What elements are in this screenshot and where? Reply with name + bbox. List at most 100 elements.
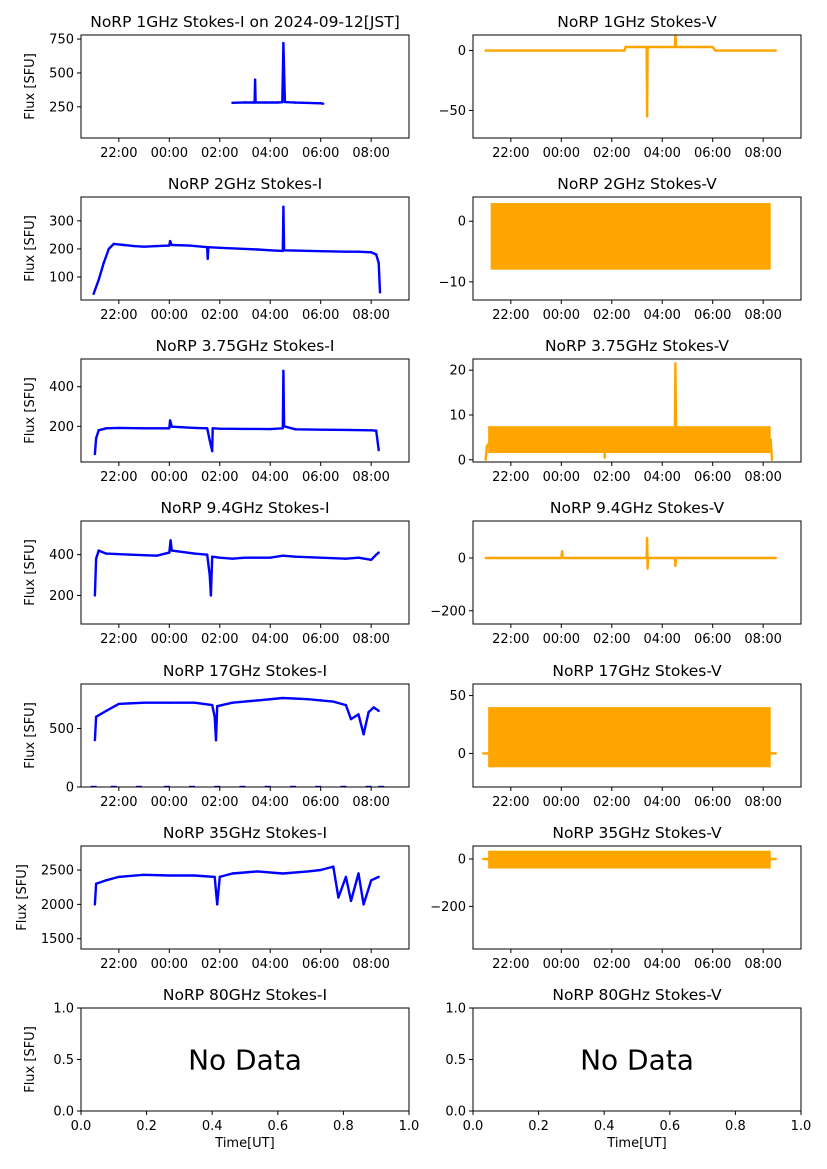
- data-point: [256, 248, 259, 251]
- x-tick-label: 0.6: [267, 1119, 288, 1134]
- data-point: [306, 698, 310, 701]
- x-tick-label: 00:00: [151, 957, 188, 972]
- x-tick-label: 06:00: [302, 795, 339, 810]
- data-point: [256, 699, 259, 702]
- data-point: [122, 243, 126, 247]
- plot-area: [481, 850, 777, 869]
- data-point: [256, 870, 259, 873]
- y-tick-label: 500: [49, 722, 74, 737]
- data-point: [486, 857, 490, 861]
- panel-title: NoRP 17GHz Stokes-I: [163, 662, 327, 680]
- x-tick-label: 06:00: [694, 795, 731, 810]
- y-axis-label: Flux [SFU]: [15, 864, 30, 931]
- data-band: [490, 203, 771, 270]
- data-point: [105, 709, 108, 713]
- data-point: [774, 857, 777, 861]
- data-band: [488, 426, 771, 454]
- data-point: [686, 45, 689, 49]
- data-point: [94, 557, 98, 560]
- data-point: [319, 556, 322, 559]
- data-point: [193, 701, 196, 704]
- data-point: [698, 556, 702, 560]
- series-line: [93, 539, 380, 597]
- x-tick-label: 02:00: [201, 957, 238, 972]
- x-tick-label: 22:00: [100, 632, 137, 647]
- data-point: [769, 752, 772, 755]
- y-tick-label: −50: [439, 104, 466, 119]
- data-point: [674, 556, 678, 560]
- data-point: [698, 45, 702, 49]
- data-point: [213, 875, 216, 879]
- data-point: [110, 785, 117, 787]
- data-point: [283, 100, 287, 104]
- data-point: [282, 425, 286, 428]
- axes-frame: [472, 845, 802, 950]
- x-tick-label: 06:00: [302, 146, 339, 161]
- x-tick-label: 08:00: [744, 957, 781, 972]
- panel-8: 0 −200 22:00 00:00 02:00 04:00 06:00 08:00 NoRP …: [430, 499, 802, 647]
- panel-title: NoRP 80GHz Stokes-I: [163, 986, 327, 1004]
- x-tick-label: 00:00: [543, 308, 580, 323]
- y-tick-label: 400: [49, 548, 74, 563]
- panel-title: NoRP 2GHz Stokes-I: [168, 175, 322, 193]
- data-point: [604, 436, 607, 439]
- data-point: [97, 549, 100, 552]
- data-point: [624, 45, 627, 49]
- x-tick-label: 02:00: [593, 795, 630, 810]
- data-point: [142, 701, 146, 704]
- x-tick-label: 06:00: [302, 308, 339, 323]
- panel-11: 1500 2000 2500 22:00 00:00 02:00 04:00 06:00 08:…: [15, 824, 410, 972]
- data-point: [367, 710, 370, 714]
- data-point: [93, 452, 97, 456]
- panel-title: NoRP 80GHz Stokes-V: [552, 986, 722, 1004]
- data-point: [294, 555, 297, 558]
- data-point: [216, 903, 219, 906]
- panel-title: NoRP 1GHz Stokes-I on 2024-09-12[JST]: [90, 13, 400, 31]
- data-point: [209, 594, 213, 597]
- data-point: [322, 102, 325, 105]
- data-point: [560, 550, 564, 553]
- y-tick-label: 0.0: [53, 1105, 74, 1120]
- x-tick-label: 00:00: [151, 795, 188, 810]
- x-tick-label: 0.2: [136, 1119, 157, 1134]
- data-point: [117, 702, 121, 706]
- y-tick-label: 0: [458, 747, 466, 762]
- plot-area: [231, 41, 325, 105]
- x-tick-label: 04:00: [643, 795, 680, 810]
- data-point: [674, 564, 677, 568]
- x-tick-label: 22:00: [100, 308, 137, 323]
- data-point: [369, 429, 373, 432]
- x-tick-label: 06:00: [302, 957, 339, 972]
- data-point: [711, 45, 714, 49]
- data-point: [253, 78, 257, 81]
- data-point: [375, 429, 378, 432]
- y-tick-label: 0: [66, 781, 74, 796]
- data-point: [281, 101, 284, 104]
- panel-6: 0 10 20 22:00 00:00 02:00 04:00 06:00 08:00 NoRP …: [449, 337, 802, 485]
- data-point: [136, 785, 143, 787]
- data-point: [214, 785, 221, 787]
- data-point: [142, 427, 146, 430]
- x-tick-label: 02:00: [593, 957, 630, 972]
- x-tick-label: 04:00: [643, 308, 680, 323]
- y-tick-label: 200: [49, 589, 74, 604]
- data-point: [491, 436, 495, 439]
- data-point: [357, 713, 360, 716]
- data-point: [281, 554, 285, 557]
- data-point: [193, 426, 196, 430]
- data-point: [623, 49, 626, 52]
- data-point: [170, 243, 174, 247]
- data-point: [218, 427, 221, 430]
- data-point: [243, 101, 247, 104]
- x-tick-label: 22:00: [100, 470, 137, 485]
- data-point: [344, 703, 348, 707]
- data-point: [372, 706, 375, 709]
- x-tick-label: 08:00: [744, 470, 781, 485]
- x-tick-label: 00:00: [151, 632, 188, 647]
- x-tick-label: 08:00: [352, 146, 389, 161]
- data-point: [369, 251, 373, 254]
- x-tick-label: 02:00: [593, 308, 630, 323]
- series-line: [485, 537, 776, 570]
- data-point: [711, 433, 714, 437]
- x-tick-label: 0.4: [594, 1119, 615, 1134]
